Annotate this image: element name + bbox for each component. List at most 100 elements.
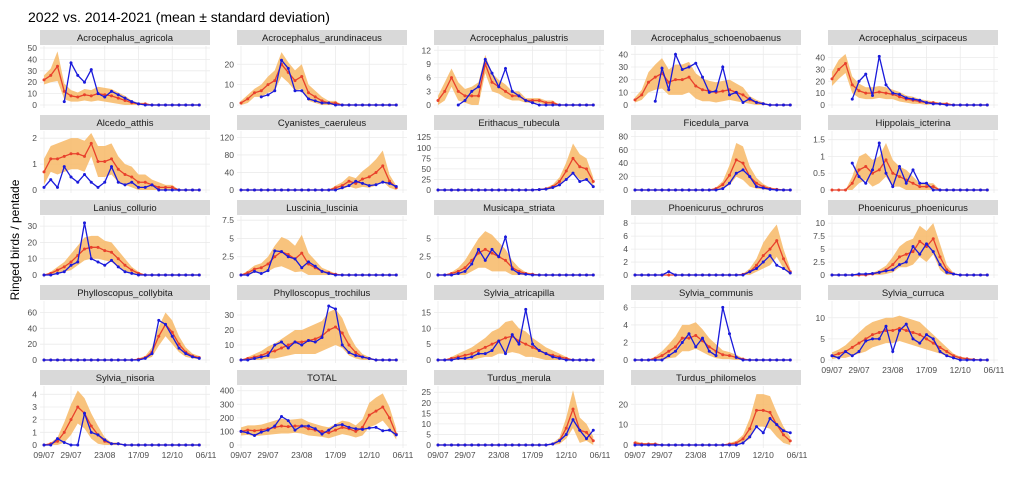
year-2022-point: [273, 188, 277, 192]
y-tick-label: 5: [820, 244, 825, 254]
year-2022-point: [361, 103, 364, 107]
sd-band: [635, 394, 791, 445]
year-2022-point: [470, 188, 474, 192]
year-2022-point: [157, 443, 161, 447]
year-2022-point: [354, 179, 358, 183]
panel: Phoenicurus_ochruros 0 2 4 6 8: [623, 200, 801, 280]
year-2022-point: [89, 358, 93, 362]
year-2022-point: [347, 351, 351, 354]
panel: Acrocephalus_palustris 0 3 6 9 12: [422, 30, 604, 110]
mean-2014-2021-point: [857, 89, 861, 93]
year-2022-point: [734, 273, 738, 277]
mean-2014-2021-point: [877, 90, 881, 94]
year-2022-point: [394, 184, 398, 188]
year-2022-point: [871, 271, 874, 275]
year-2022-point: [286, 346, 290, 350]
year-2022-point: [578, 428, 582, 432]
year-2022-point: [741, 273, 745, 277]
mean-2014-2021-point: [571, 407, 575, 411]
x-tick-label: 29/07: [848, 365, 870, 375]
year-2022-point: [137, 358, 140, 362]
year-2022-point: [898, 263, 901, 267]
year-2022-point: [150, 352, 154, 356]
year-2022-point: [694, 443, 698, 447]
y-tick-label: 40: [28, 54, 38, 64]
y-tick-label: 25: [422, 387, 432, 397]
mean-2014-2021-point: [367, 413, 371, 417]
year-2022-point: [490, 349, 494, 352]
mean-2014-2021-point: [911, 250, 915, 254]
mean-2014-2021-point: [69, 260, 73, 264]
mean-2014-2021-point: [76, 95, 80, 99]
year-2022-point: [280, 58, 283, 62]
year-2022-point: [293, 257, 297, 261]
year-2022-point: [734, 171, 738, 175]
year-2022-point: [110, 442, 113, 446]
x-tick-label: 23/08: [488, 450, 510, 460]
year-2022-point: [374, 103, 378, 107]
year-2022-point: [49, 358, 53, 362]
mean-2014-2021-point: [490, 80, 494, 84]
year-2022-point: [911, 97, 915, 101]
mean-2014-2021-point: [483, 247, 487, 251]
mean-2014-2021-point: [69, 94, 73, 98]
year-2022-point: [170, 188, 174, 192]
x-tick-label: 09/07: [230, 450, 252, 460]
year-2022-point: [904, 260, 908, 264]
year-2022-point: [660, 443, 664, 447]
year-2022-point: [775, 423, 779, 427]
panel-strip: [828, 115, 998, 130]
year-2022-point: [844, 273, 847, 277]
year-2022-point: [361, 355, 364, 359]
year-2022-point: [293, 89, 297, 93]
year-2022-point: [313, 427, 317, 431]
y-tick-label: 0: [426, 100, 431, 110]
year-2022-point: [184, 443, 188, 447]
year-2022-point: [504, 235, 507, 239]
panel: Sylvia_atricapilla 0 5 10 15: [422, 285, 604, 365]
year-2022-point: [286, 66, 290, 70]
sd-band: [241, 393, 397, 440]
year-2022-point: [157, 273, 161, 277]
mean-2014-2021-point: [877, 168, 881, 172]
year-2022-point: [551, 442, 555, 446]
mean-2014-2021-point: [504, 258, 507, 262]
panel-strip: [237, 285, 407, 300]
year-2022-point: [62, 270, 66, 274]
year-2022-point: [103, 438, 107, 442]
mean-2014-2021-point: [130, 175, 134, 179]
y-tick-label: 2.5: [813, 257, 825, 267]
year-2022-point: [667, 443, 671, 447]
x-tick-label: 12/10: [950, 365, 972, 375]
y-tick-label: 20: [28, 77, 38, 87]
year-2022-point: [103, 358, 107, 362]
mean-2014-2021-point: [463, 266, 467, 270]
year-2022-point: [755, 425, 758, 429]
panel-strip: [40, 200, 210, 215]
year-2022-point: [320, 432, 324, 436]
year-2022-point: [62, 440, 66, 444]
year-2022-point: [300, 89, 304, 93]
mean-2014-2021-point: [871, 333, 874, 337]
y-tick-label: 60: [28, 308, 38, 318]
mean-2014-2021-point: [585, 430, 588, 434]
y-tick-label: 4: [623, 320, 628, 330]
mean-2014-2021-point: [728, 354, 731, 358]
mean-2014-2021-point: [273, 79, 277, 83]
year-2022-point: [707, 273, 711, 277]
year-2022-point: [450, 358, 453, 362]
panel-title: Acrocephalus_palustris: [470, 33, 568, 44]
year-2022-point: [857, 350, 861, 354]
mean-2014-2021-point: [585, 167, 588, 171]
year-2022-point: [483, 443, 487, 447]
mean-2014-2021-point: [307, 427, 310, 431]
mean-2014-2021-point: [483, 345, 487, 349]
mean-2014-2021-point: [564, 426, 568, 430]
y-tick-label: 20: [619, 399, 629, 409]
year-2022-point: [443, 188, 447, 192]
mean-2014-2021-point: [782, 433, 785, 437]
year-2022-point: [197, 356, 201, 360]
year-2022-point: [578, 273, 582, 277]
year-2022-point: [985, 188, 989, 192]
year-2022-point: [497, 255, 501, 259]
